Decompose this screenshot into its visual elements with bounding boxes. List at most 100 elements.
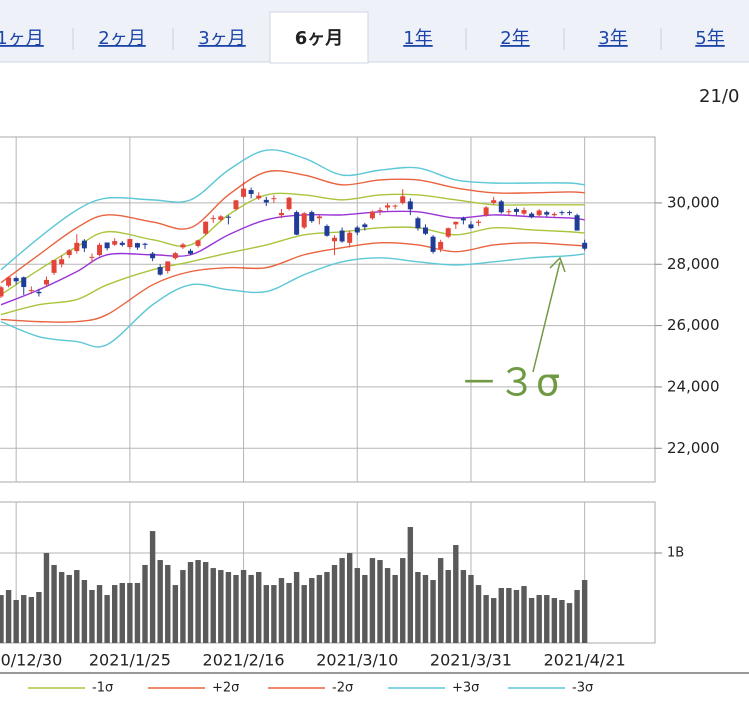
volume-bar (544, 595, 550, 643)
volume-bar (36, 591, 42, 643)
candle-body (165, 261, 171, 272)
volume-bar (66, 574, 72, 643)
candle-body (203, 221, 209, 234)
volume-bar (263, 585, 269, 643)
candle-body (248, 190, 254, 194)
legend-label: -3σ (572, 681, 593, 696)
tab[interactable]: 1ヶ月 (0, 28, 44, 49)
volume-bar (157, 560, 163, 643)
candle-body (210, 218, 216, 220)
volume-bar (445, 570, 451, 643)
candle-body (309, 212, 315, 222)
candle-body (157, 267, 163, 275)
volume-bar (430, 580, 436, 643)
tab[interactable]: 5年 (695, 28, 724, 49)
volume-bar (96, 585, 103, 643)
y-tick-label: 24,000 (667, 377, 720, 395)
volume-bar (210, 568, 216, 643)
volume-bar (81, 580, 88, 643)
volume-bar (165, 564, 171, 643)
volume-bar (316, 574, 323, 643)
volume-bar (559, 599, 565, 643)
candle-body (301, 213, 307, 228)
volume-bar (293, 572, 300, 643)
volume-bar (142, 564, 148, 643)
candle-body (521, 210, 527, 214)
candle-body (294, 212, 300, 235)
x-tick-label: 2021/2/16 (203, 651, 285, 670)
tab-bar (0, 0, 749, 62)
volume-bar (551, 598, 558, 643)
volume-bar (309, 578, 315, 643)
volume-bar (460, 570, 467, 643)
candle-body (567, 212, 572, 214)
candle-body (582, 242, 588, 249)
candle-body (407, 201, 413, 210)
candle-body (339, 230, 345, 242)
candle-body (559, 212, 565, 214)
candle-body (218, 216, 224, 220)
x-tick-label: 2020/12/30 (0, 651, 62, 670)
y-tick-label: 1B (667, 546, 684, 561)
candle-body (21, 277, 27, 288)
volume-bar (134, 582, 141, 643)
volume-bar (566, 603, 573, 643)
tab[interactable]: 6ヶ月 (295, 28, 344, 49)
volume-bar (13, 599, 19, 643)
tabs: 1ヶ月 2ヶ月 3ヶ月 6ヶ月 1年 2年 3年 5年 (0, 11, 725, 64)
volume-bar (339, 558, 345, 643)
candle-body (28, 290, 34, 292)
candle-body (513, 209, 519, 212)
annotation: －３σ (460, 361, 560, 405)
candle-body (188, 250, 193, 254)
volume-bar (5, 590, 12, 643)
candle-body (400, 196, 406, 203)
candle-body (142, 243, 148, 245)
volume-bar (400, 558, 406, 643)
tab[interactable]: 2ヶ月 (98, 28, 145, 49)
tab[interactable]: 1年 (403, 28, 432, 49)
volume-bar (112, 585, 118, 643)
volume-bar (506, 588, 512, 643)
legend-label: -2σ (332, 681, 353, 696)
volume-bar (225, 572, 232, 643)
candle-body (119, 242, 125, 245)
candle-body (13, 278, 19, 282)
candle-body (241, 188, 247, 197)
volume-bar (453, 545, 459, 643)
plot: 22,000 24,000 26,000 28,000 30,000 1B 2020/12/… (0, 136, 749, 696)
volume-bar (74, 570, 80, 643)
candle-body (36, 291, 42, 294)
tab[interactable]: 3ヶ月 (198, 28, 245, 49)
volume-bar (407, 527, 414, 643)
volume-bar (195, 560, 201, 643)
candle-body (483, 207, 489, 216)
volume-bar (437, 558, 444, 643)
volume-bar (127, 582, 133, 643)
volume-bar (513, 590, 520, 643)
candle-body (438, 241, 444, 249)
candle-body (6, 277, 12, 286)
candle-body (278, 213, 284, 216)
candle-body (422, 227, 428, 234)
candle-body (476, 221, 482, 223)
candle-body (195, 240, 201, 246)
candle-body (332, 237, 338, 242)
annotation-arrowhead (549, 256, 566, 273)
candle-body (415, 218, 421, 229)
volume-bar (536, 595, 542, 643)
tab[interactable]: 3年 (598, 28, 627, 49)
volume-bar (324, 572, 330, 643)
band-line (0, 170, 585, 284)
candle-body (529, 213, 535, 218)
candle-body (51, 260, 57, 273)
band-line (0, 241, 585, 323)
volume-bar (392, 574, 398, 643)
candle-body (498, 201, 504, 213)
tab[interactable]: 2年 (500, 28, 529, 49)
candle-body (392, 205, 398, 207)
volume-bar (218, 570, 224, 643)
date-label: 21/0 (699, 86, 739, 107)
volume-bar (475, 585, 482, 643)
